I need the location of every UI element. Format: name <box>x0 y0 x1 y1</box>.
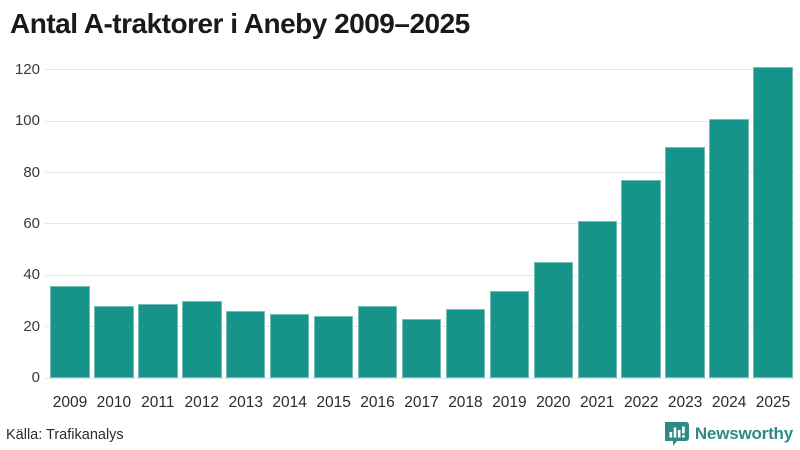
y-tick-label: 0 <box>31 369 40 386</box>
bar-2010 <box>94 306 134 378</box>
bar-2024 <box>709 118 749 378</box>
bar-2011 <box>138 303 178 378</box>
x-tick-label-2024: 2024 <box>711 394 747 411</box>
source-note: Källa: Trafikanalys <box>6 427 124 443</box>
x-tick-label-2019: 2019 <box>492 394 527 411</box>
x-tick-label-2009: 2009 <box>52 394 88 411</box>
x-tick-label-2015: 2015 <box>316 394 351 411</box>
chart-title: Antal A-traktorer i Aneby 2009–2025 <box>10 8 470 39</box>
gridline-100 <box>45 120 795 122</box>
gridline-120 <box>45 69 795 71</box>
y-tick-label: 120 <box>14 60 40 78</box>
bar-2009 <box>50 285 90 378</box>
x-tick-label-2010: 2010 <box>96 394 132 411</box>
bar-2025 <box>753 67 793 378</box>
bar-2023 <box>665 146 705 378</box>
y-tick-label: 20 <box>23 317 40 335</box>
x-tick-label-2012: 2012 <box>184 394 220 411</box>
brand-logo: Newsworthy <box>662 421 793 446</box>
bar-2021 <box>577 221 617 378</box>
bar-2013 <box>225 311 266 378</box>
newsworthy-bar-chart-bubble-icon <box>662 421 689 446</box>
brand-name: Newsworthy <box>694 423 793 443</box>
gridline-0 <box>45 377 795 379</box>
bar-2018 <box>445 308 486 378</box>
x-tick-label-2011: 2011 <box>141 394 175 411</box>
gridline-60 <box>45 223 795 225</box>
x-tick-label-2020: 2020 <box>536 394 571 411</box>
x-tick-label-2021: 2021 <box>580 394 615 411</box>
bar-2017 <box>401 318 442 378</box>
bar-2012 <box>182 300 222 378</box>
x-tick-label-2018: 2018 <box>448 394 483 411</box>
bar-2016 <box>357 306 398 378</box>
bar-2020 <box>533 262 574 378</box>
bar-2014 <box>269 313 310 378</box>
y-tick-label: 60 <box>23 214 40 232</box>
x-tick-label-2023: 2023 <box>667 394 703 411</box>
bar-2019 <box>489 290 530 378</box>
y-tick-label: 40 <box>23 266 40 284</box>
x-tick-label-2017: 2017 <box>404 394 439 411</box>
bar-2022 <box>621 180 661 378</box>
x-tick-label-2025: 2025 <box>755 394 791 411</box>
gridline-40 <box>45 274 795 276</box>
x-tick-label-2013: 2013 <box>228 394 263 411</box>
gridline-80 <box>45 172 795 174</box>
x-tick-label-2014: 2014 <box>272 394 307 411</box>
bar-2015 <box>313 316 354 378</box>
x-tick-label-2022: 2022 <box>623 394 659 411</box>
x-tick-label-2016: 2016 <box>360 394 395 411</box>
y-tick-label: 100 <box>14 112 40 130</box>
y-tick-label: 80 <box>23 163 40 181</box>
